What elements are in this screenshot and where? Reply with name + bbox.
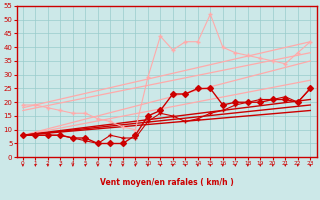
X-axis label: Vent moyen/en rafales ( km/h ): Vent moyen/en rafales ( km/h ) bbox=[100, 178, 234, 187]
